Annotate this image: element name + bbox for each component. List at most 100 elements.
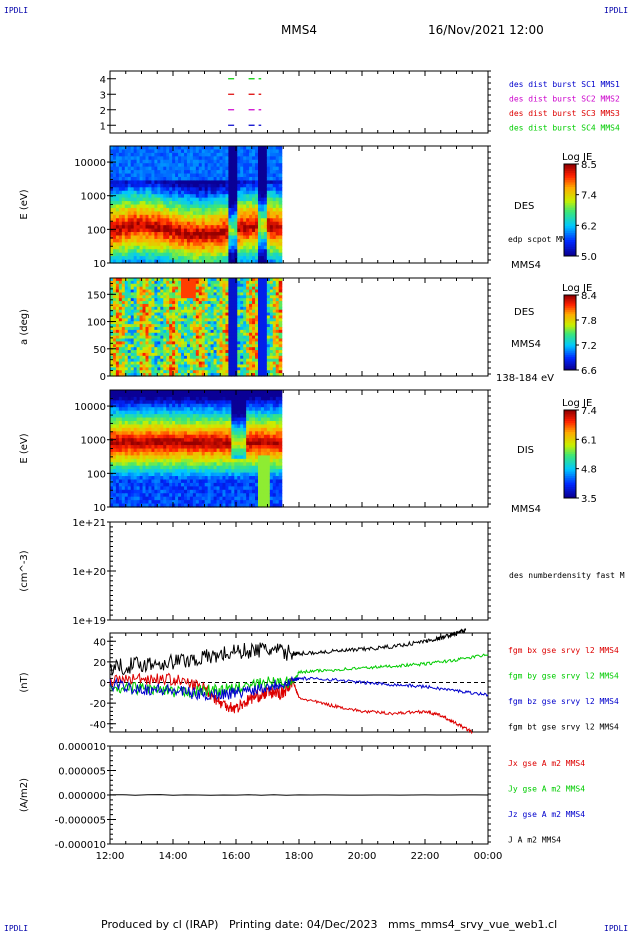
heatmap-cell	[213, 321, 218, 325]
heatmap-cell	[127, 242, 132, 247]
heatmap-cell	[246, 315, 250, 319]
heatmap-cell	[136, 204, 141, 209]
heatmap-cell	[210, 301, 215, 305]
heatmap-cell	[178, 173, 182, 178]
heatmap-cell	[195, 197, 200, 202]
heatmap-cell	[204, 214, 209, 219]
heatmap-cell	[181, 370, 185, 374]
heatmap-cell	[121, 228, 126, 233]
heatmap-cell	[246, 197, 250, 202]
heatmap-cell	[225, 218, 229, 223]
heatmap-cell	[204, 159, 209, 164]
heatmap-cell	[189, 156, 194, 161]
heatmap-cell	[269, 278, 274, 282]
heatmap-cell	[124, 163, 129, 168]
heatmap-cell	[124, 245, 129, 250]
heatmap-cell	[157, 306, 161, 311]
heatmap-cell	[189, 355, 194, 360]
heatmap-cell	[160, 332, 164, 337]
heatmap-cell	[198, 315, 203, 319]
heatmap-cell	[127, 298, 132, 302]
heatmap-cell	[278, 211, 283, 216]
heatmap-cell	[157, 393, 161, 398]
heatmap-cell	[115, 427, 120, 432]
heatmap-cell	[201, 373, 206, 377]
heatmap-cell	[169, 373, 173, 377]
colorbar-band	[564, 351, 576, 354]
colorbar-tick-label: 6.6	[581, 366, 597, 377]
heatmap-cell	[234, 221, 238, 226]
heatmap-cell	[201, 344, 206, 348]
heatmap-cell	[124, 303, 129, 308]
heatmap-cell	[186, 225, 191, 230]
heatmap-cell	[142, 341, 147, 345]
heatmap-cell	[145, 218, 150, 223]
heatmap-cell	[195, 259, 200, 264]
heatmap-cell	[257, 173, 262, 178]
heatmap-cell	[186, 159, 191, 164]
heatmap-cell	[160, 238, 164, 243]
heatmap-cell	[219, 358, 224, 363]
heatmap-cell	[127, 479, 132, 484]
heatmap-cell	[228, 367, 232, 371]
heatmap-cell	[255, 292, 259, 296]
heatmap-cell	[142, 420, 147, 426]
heatmap-cell	[207, 321, 212, 325]
heatmap-cell	[260, 298, 265, 302]
heatmap-cell	[275, 327, 280, 331]
heatmap-cell	[249, 306, 253, 311]
heatmap-cell	[237, 218, 241, 223]
heatmap-cell	[243, 350, 247, 354]
heatmap-cell	[195, 315, 200, 319]
heatmap-cell	[246, 301, 250, 305]
heatmap-cell	[166, 400, 170, 405]
heatmap-cell	[246, 332, 250, 337]
heatmap-cell	[252, 242, 256, 247]
heatmap-cell	[266, 341, 271, 345]
heatmap-cell	[145, 370, 150, 374]
heatmap-cell	[210, 204, 215, 209]
heatmap-cell	[204, 344, 209, 348]
heatmap-cell	[252, 225, 256, 230]
heatmap-cell	[260, 221, 265, 226]
heatmap-cell	[163, 324, 167, 328]
heatmap-cell	[133, 441, 138, 446]
heatmap-cell	[246, 256, 250, 261]
heatmap-cell	[112, 476, 117, 481]
heatmap-cell	[278, 146, 283, 151]
heatmap-cell	[225, 201, 229, 206]
heatmap-cell	[228, 361, 232, 366]
heatmap-cell	[222, 332, 227, 337]
heatmap-cell	[157, 176, 161, 182]
heatmap-cell	[201, 245, 206, 250]
heatmap-cell	[130, 187, 135, 192]
heatmap-cell	[240, 149, 244, 154]
heatmap-cell	[169, 367, 173, 371]
heatmap-cell	[219, 329, 224, 334]
heatmap-cell	[192, 249, 197, 254]
heatmap-cell	[160, 278, 164, 282]
heatmap-cell	[246, 235, 250, 240]
heatmap-cell	[148, 256, 153, 261]
heatmap-cell	[272, 170, 277, 175]
heatmap-cell	[189, 180, 194, 185]
heatmap-cell	[112, 455, 117, 460]
heatmap-cell	[186, 242, 191, 247]
heatmap-cell	[130, 280, 135, 285]
heatmap-cell	[263, 332, 268, 337]
heatmap-cell	[148, 238, 153, 243]
heatmap-cell	[260, 350, 265, 354]
heatmap-cell	[186, 332, 191, 337]
heatmap-cell	[231, 259, 235, 264]
heatmap-cell	[110, 318, 114, 322]
heatmap-cell	[195, 295, 200, 299]
heatmap-cell	[272, 350, 277, 354]
heatmap-cell	[172, 335, 176, 340]
heatmap-cell	[118, 249, 123, 254]
heatmap-cell	[169, 170, 173, 175]
heatmap-cell	[166, 245, 170, 250]
heatmap-cell	[121, 190, 126, 195]
heatmap-cell	[175, 341, 179, 345]
heatmap-cell	[246, 341, 250, 345]
heatmap-cell	[110, 344, 114, 348]
